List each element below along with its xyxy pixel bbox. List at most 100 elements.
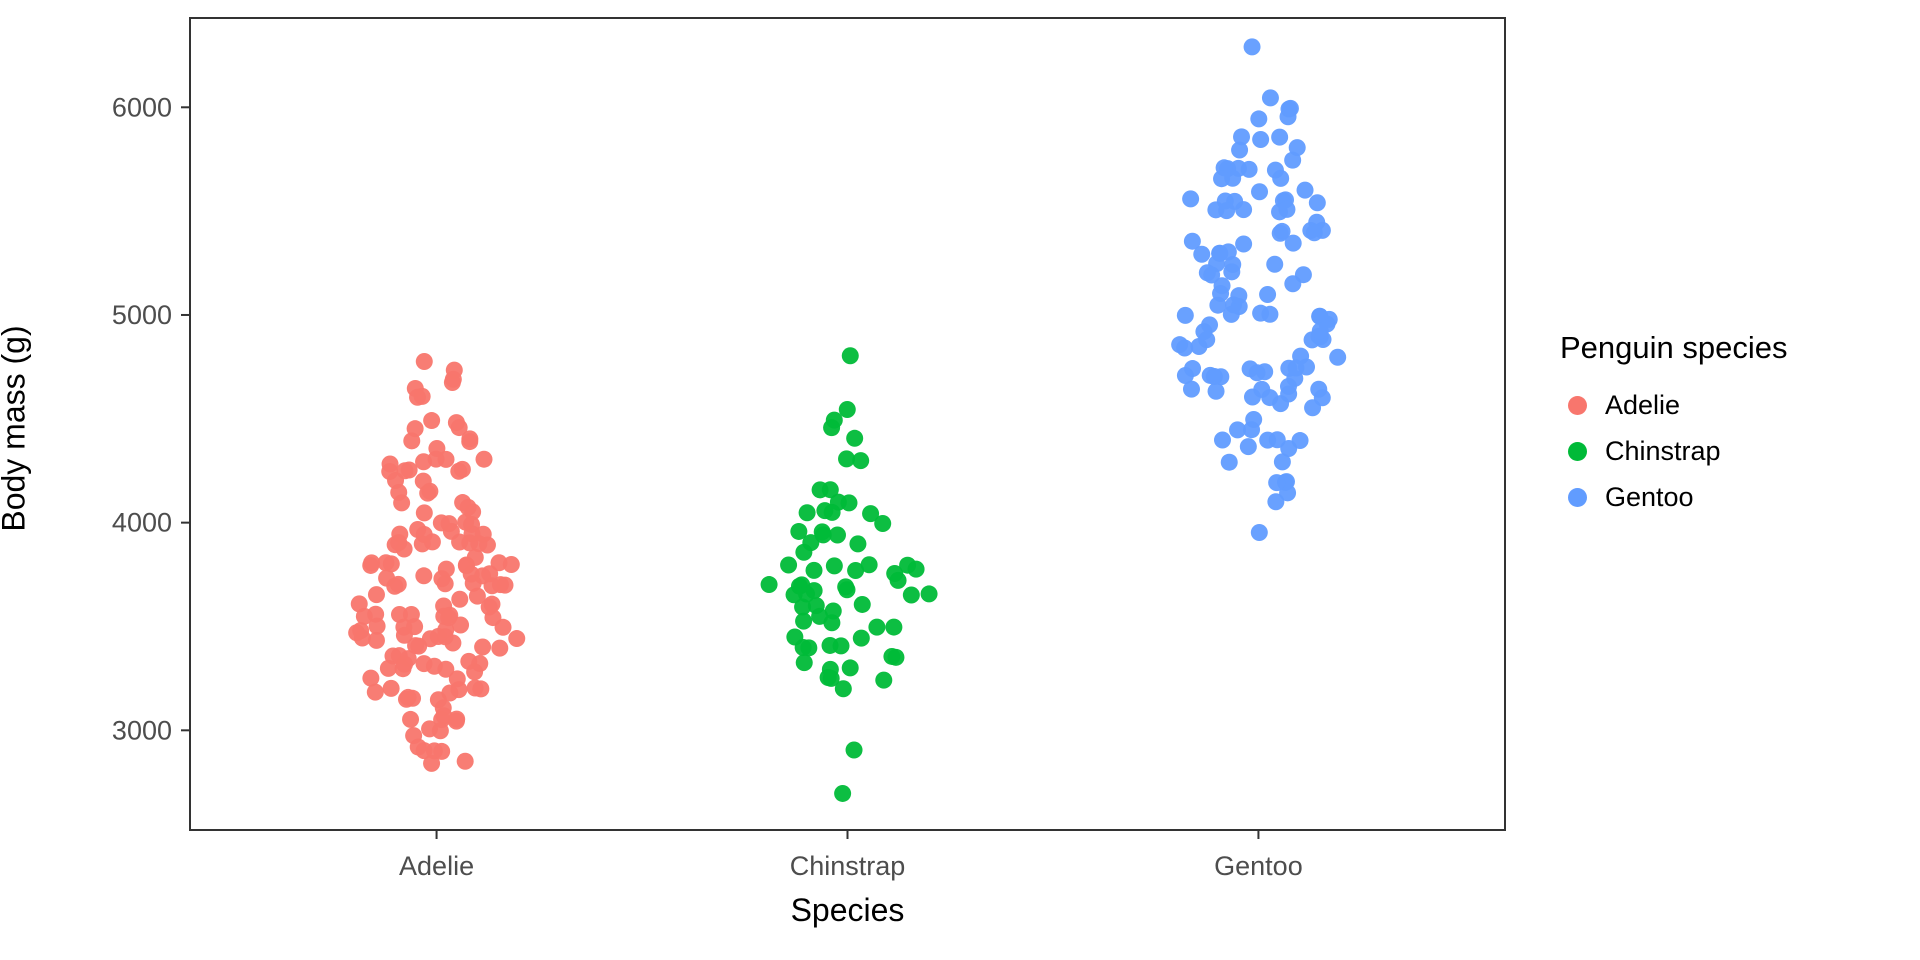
data-point-chinstrap [920, 585, 938, 603]
data-point-adelie [415, 655, 433, 673]
data-point-chinstrap [862, 505, 880, 523]
data-point-chinstrap [874, 515, 892, 533]
data-point-gentoo [1239, 438, 1257, 456]
data-point-gentoo [1311, 307, 1329, 325]
data-point-chinstrap [902, 586, 920, 604]
data-point-gentoo [1280, 359, 1298, 377]
data-point-gentoo [1291, 432, 1309, 450]
data-point-gentoo [1182, 380, 1200, 398]
data-point-chinstrap [907, 560, 925, 578]
data-point-gentoo [1259, 285, 1277, 303]
data-point-gentoo [1261, 89, 1279, 107]
data-point-chinstrap [840, 494, 858, 512]
data-point-adelie [409, 738, 427, 756]
data-point-adelie [379, 659, 397, 677]
data-point-chinstrap [852, 452, 870, 470]
data-point-adelie [382, 555, 400, 573]
data-point-gentoo [1284, 234, 1302, 252]
data-point-gentoo [1230, 287, 1248, 305]
data-point-gentoo [1241, 360, 1259, 378]
data-point-gentoo [1213, 277, 1231, 295]
data-point-chinstrap [868, 618, 886, 636]
data-point-adelie [415, 504, 433, 522]
legend-swatch-icon [1568, 441, 1587, 461]
data-point-adelie [451, 590, 469, 608]
data-point-adelie [423, 533, 441, 551]
data-point-gentoo [1231, 141, 1249, 159]
data-point-adelie [491, 639, 509, 657]
data-point-chinstrap [834, 680, 852, 698]
data-point-adelie [448, 710, 466, 728]
data-point-chinstrap [805, 561, 823, 579]
data-point-chinstrap [790, 522, 808, 540]
data-point-gentoo [1182, 190, 1200, 208]
data-point-chinstrap [847, 562, 865, 580]
data-point-adelie [464, 574, 482, 592]
data-point-adelie [399, 688, 417, 706]
data-point-chinstrap [838, 400, 856, 418]
data-point-adelie [491, 576, 509, 594]
data-point-adelie [402, 710, 420, 728]
data-point-adelie [406, 420, 424, 438]
legend-label: Adelie [1605, 389, 1681, 420]
data-point-gentoo [1271, 224, 1289, 242]
data-point-gentoo [1253, 380, 1271, 398]
data-point-adelie [409, 521, 427, 539]
data-point-adelie [470, 535, 488, 553]
y-axis-title: Body mass (g) [0, 325, 32, 532]
data-point-adelie [432, 514, 450, 532]
data-point-gentoo [1205, 368, 1223, 386]
data-point-gentoo [1313, 389, 1331, 407]
data-point-chinstrap [841, 659, 859, 677]
data-point-adelie [468, 587, 486, 605]
data-point-adelie [472, 680, 490, 698]
data-point-chinstrap [785, 586, 803, 604]
data-point-adelie [348, 624, 366, 642]
data-point-adelie [423, 412, 441, 430]
data-point-adelie [415, 353, 433, 371]
data-point-adelie [413, 387, 431, 405]
data-point-gentoo [1176, 339, 1194, 357]
data-point-gentoo [1251, 183, 1269, 201]
data-point-chinstrap [828, 526, 846, 544]
data-point-adelie [445, 361, 463, 379]
data-point-chinstrap [885, 618, 903, 636]
data-point-chinstrap [883, 647, 901, 665]
legend-items: Adelie Chinstrap Gentoo [1560, 388, 1788, 514]
data-point-adelie [366, 683, 384, 701]
data-point-adelie [456, 752, 474, 770]
data-point-chinstrap [841, 347, 859, 365]
data-point-chinstrap [800, 639, 818, 657]
data-point-gentoo [1250, 523, 1268, 541]
data-point-chinstrap [795, 543, 813, 561]
data-point-gentoo [1207, 382, 1225, 400]
data-point-chinstrap [845, 741, 863, 759]
data-point-adelie [367, 586, 385, 604]
data-point-chinstrap [823, 503, 841, 521]
data-point-adelie [502, 556, 520, 574]
data-point-adelie [474, 638, 492, 656]
data-point-chinstrap [846, 429, 864, 447]
data-point-gentoo [1213, 170, 1231, 188]
data-point-gentoo [1296, 181, 1314, 199]
data-point-adelie [481, 565, 499, 583]
data-point-adelie [461, 433, 479, 451]
data-point-adelie [452, 616, 470, 634]
data-point-adelie [419, 484, 437, 502]
data-point-gentoo [1213, 431, 1231, 449]
data-point-chinstrap [795, 612, 813, 630]
data-point-adelie [423, 754, 441, 772]
data-point-gentoo [1229, 421, 1247, 439]
data-point-adelie [466, 663, 484, 681]
data-point-gentoo [1183, 232, 1201, 250]
legend-title: Penguin species [1560, 330, 1788, 365]
x-tick-label: Chinstrap [790, 851, 906, 881]
data-point-gentoo [1184, 360, 1202, 378]
data-point-chinstrap [825, 557, 843, 575]
data-point-adelie [453, 460, 471, 478]
data-point-gentoo [1233, 128, 1251, 146]
legend-label: Gentoo [1605, 481, 1694, 512]
data-point-gentoo [1311, 322, 1329, 340]
data-point-gentoo [1219, 243, 1237, 261]
data-point-adelie [457, 513, 475, 531]
